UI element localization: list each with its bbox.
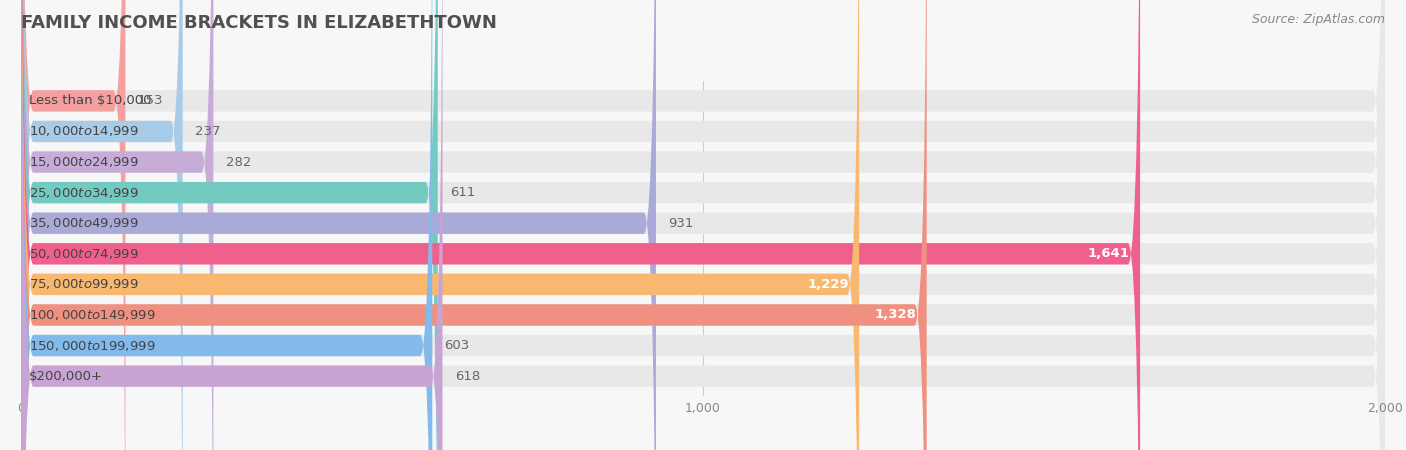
FancyBboxPatch shape <box>21 0 432 450</box>
Text: 1,641: 1,641 <box>1088 248 1130 260</box>
Text: 618: 618 <box>454 369 479 382</box>
FancyBboxPatch shape <box>21 0 125 450</box>
Text: $25,000 to $34,999: $25,000 to $34,999 <box>30 186 139 200</box>
FancyBboxPatch shape <box>21 0 214 450</box>
Text: 282: 282 <box>226 156 252 169</box>
Text: FAMILY INCOME BRACKETS IN ELIZABETHTOWN: FAMILY INCOME BRACKETS IN ELIZABETHTOWN <box>21 14 496 32</box>
FancyBboxPatch shape <box>21 0 1385 450</box>
FancyBboxPatch shape <box>21 0 1385 450</box>
Text: $50,000 to $74,999: $50,000 to $74,999 <box>30 247 139 261</box>
FancyBboxPatch shape <box>21 0 183 450</box>
Text: $150,000 to $199,999: $150,000 to $199,999 <box>30 338 156 352</box>
Text: 611: 611 <box>450 186 475 199</box>
Text: $200,000+: $200,000+ <box>30 369 103 382</box>
FancyBboxPatch shape <box>21 0 1385 450</box>
Text: 603: 603 <box>444 339 470 352</box>
Text: $75,000 to $99,999: $75,000 to $99,999 <box>30 277 139 291</box>
Text: Less than $10,000: Less than $10,000 <box>30 94 152 108</box>
Text: 1,328: 1,328 <box>875 308 917 321</box>
FancyBboxPatch shape <box>21 0 1140 450</box>
Text: $35,000 to $49,999: $35,000 to $49,999 <box>30 216 139 230</box>
FancyBboxPatch shape <box>21 0 1385 450</box>
FancyBboxPatch shape <box>21 0 1385 450</box>
FancyBboxPatch shape <box>21 0 927 450</box>
Text: $15,000 to $24,999: $15,000 to $24,999 <box>30 155 139 169</box>
Text: $100,000 to $149,999: $100,000 to $149,999 <box>30 308 156 322</box>
Text: 931: 931 <box>668 217 693 230</box>
Text: Source: ZipAtlas.com: Source: ZipAtlas.com <box>1251 14 1385 27</box>
Text: 1,229: 1,229 <box>807 278 849 291</box>
FancyBboxPatch shape <box>21 0 443 450</box>
Text: 237: 237 <box>195 125 221 138</box>
FancyBboxPatch shape <box>21 0 1385 450</box>
Text: 153: 153 <box>138 94 163 108</box>
FancyBboxPatch shape <box>21 0 1385 450</box>
Text: $10,000 to $14,999: $10,000 to $14,999 <box>30 125 139 139</box>
FancyBboxPatch shape <box>21 0 437 450</box>
FancyBboxPatch shape <box>21 0 657 450</box>
FancyBboxPatch shape <box>21 0 1385 450</box>
FancyBboxPatch shape <box>21 0 859 450</box>
FancyBboxPatch shape <box>21 0 1385 450</box>
FancyBboxPatch shape <box>21 0 1385 450</box>
